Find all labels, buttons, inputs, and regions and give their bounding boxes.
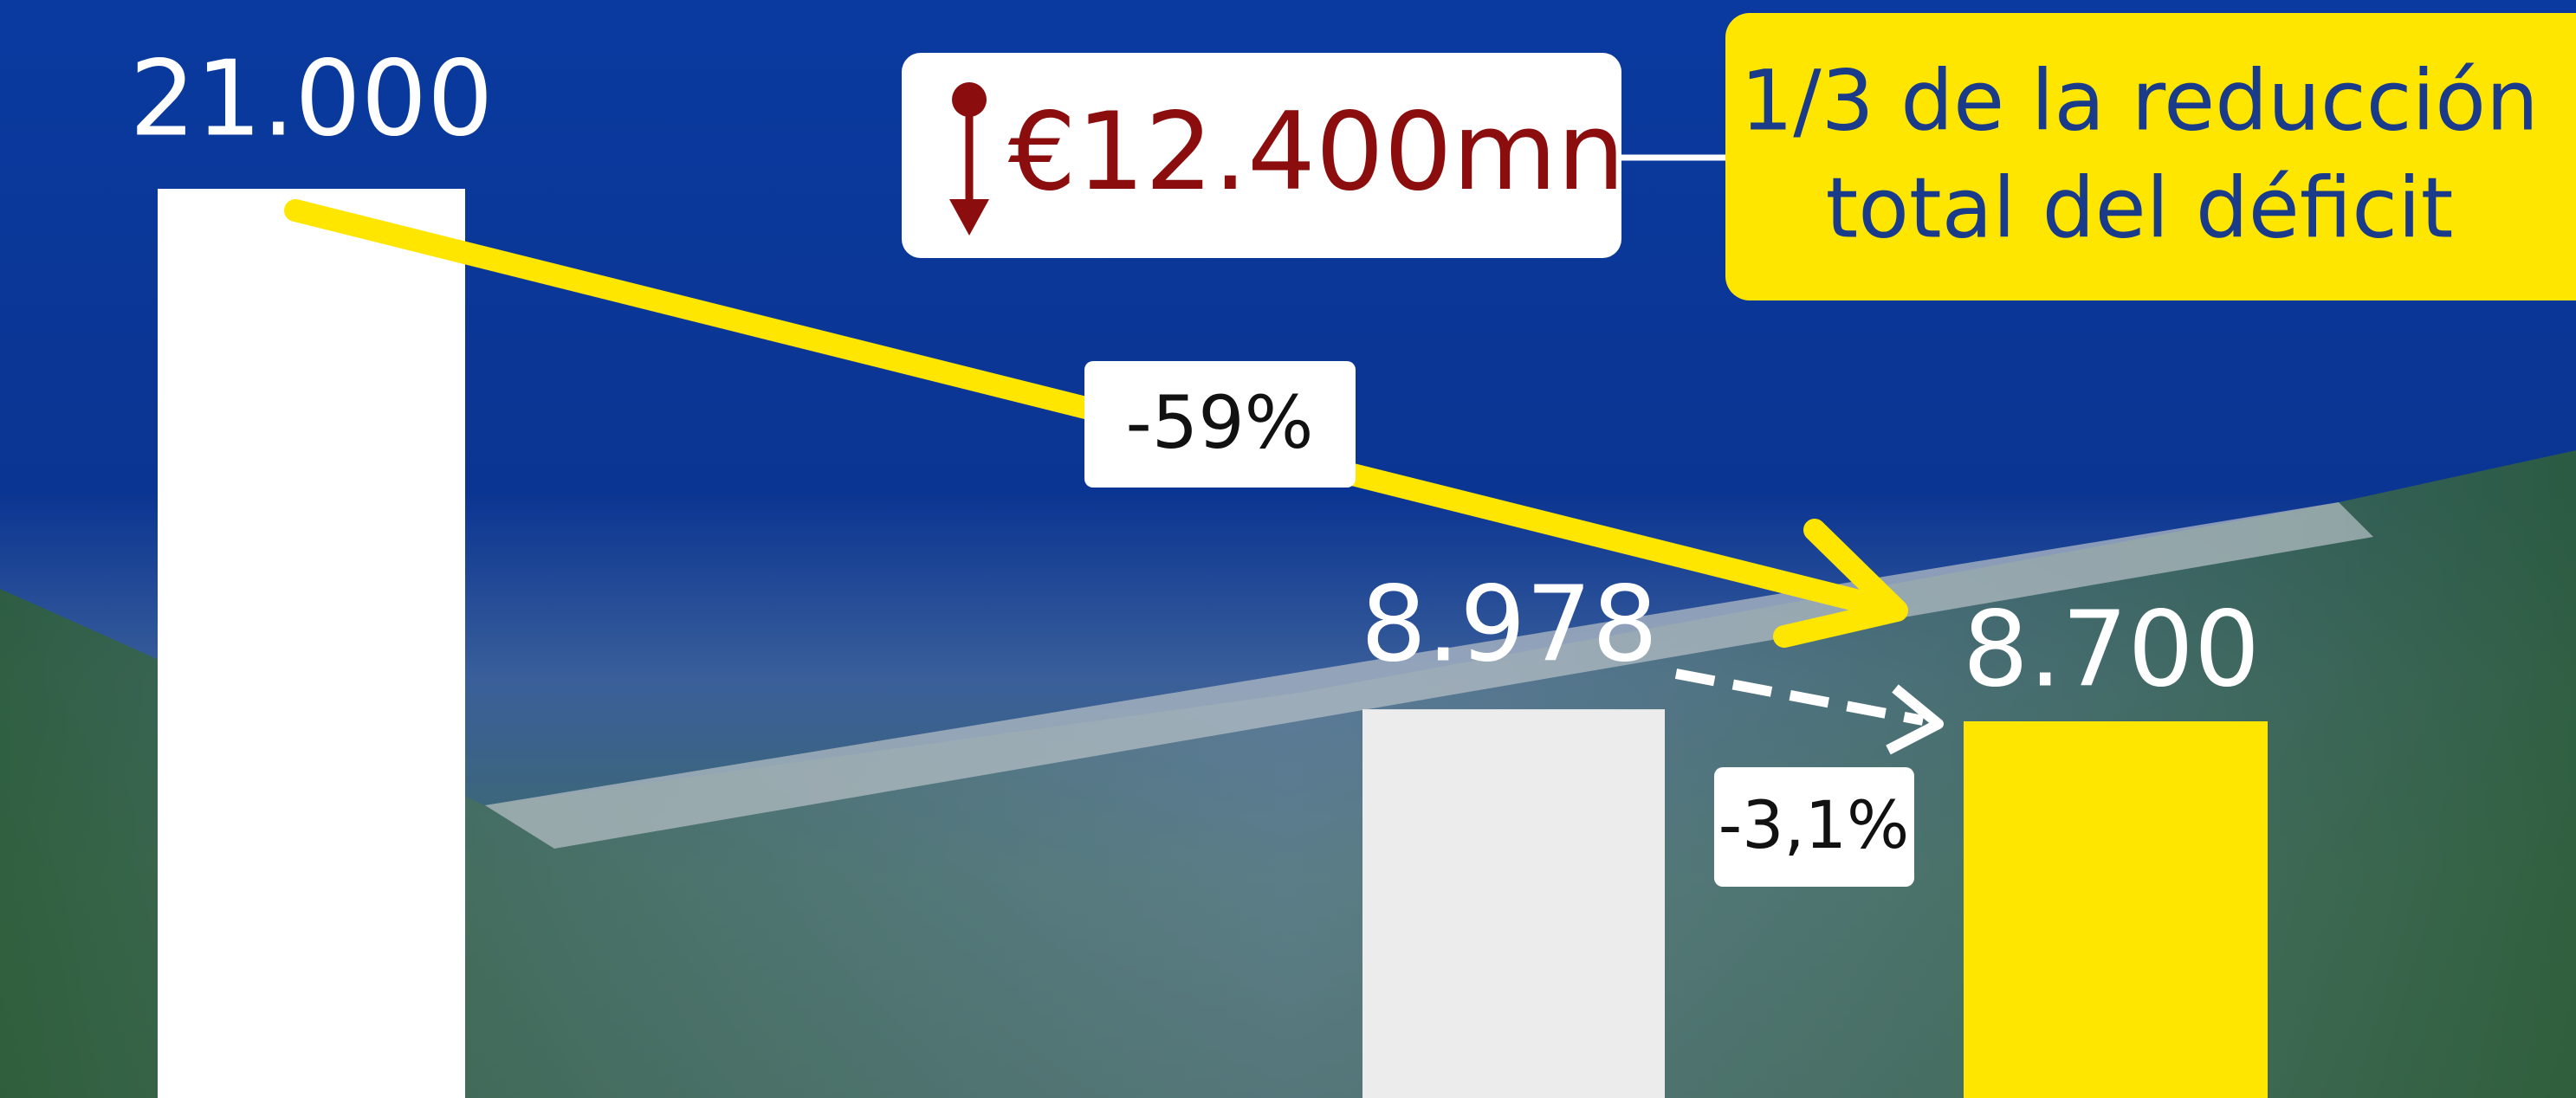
callout-box — [1725, 13, 2576, 300]
dam — [485, 502, 2373, 849]
bar — [1362, 709, 1665, 1098]
change-label: -59% — [1125, 380, 1313, 465]
saving-box — [902, 53, 1621, 258]
value-label: 21.000 — [130, 40, 494, 160]
value-label: 8.700 — [1963, 591, 2261, 711]
pin-arrow — [949, 199, 989, 236]
value-label: 8.978 — [1361, 565, 1659, 686]
saving-text: €12.400mn — [1008, 90, 1625, 215]
dashed-arrow — [1674, 668, 1925, 726]
callout-text: total del déficit — [1826, 159, 2454, 256]
dashed-arrowhead — [1886, 684, 1944, 755]
bar — [1964, 721, 2268, 1098]
trend-arrowhead — [1773, 519, 1908, 648]
change-box — [1084, 361, 1356, 488]
bar — [158, 189, 465, 1098]
change-box — [1714, 767, 1914, 887]
callout-text: 1/3 de la reducción — [1740, 52, 2539, 149]
change-label: -3,1% — [1718, 786, 1910, 863]
